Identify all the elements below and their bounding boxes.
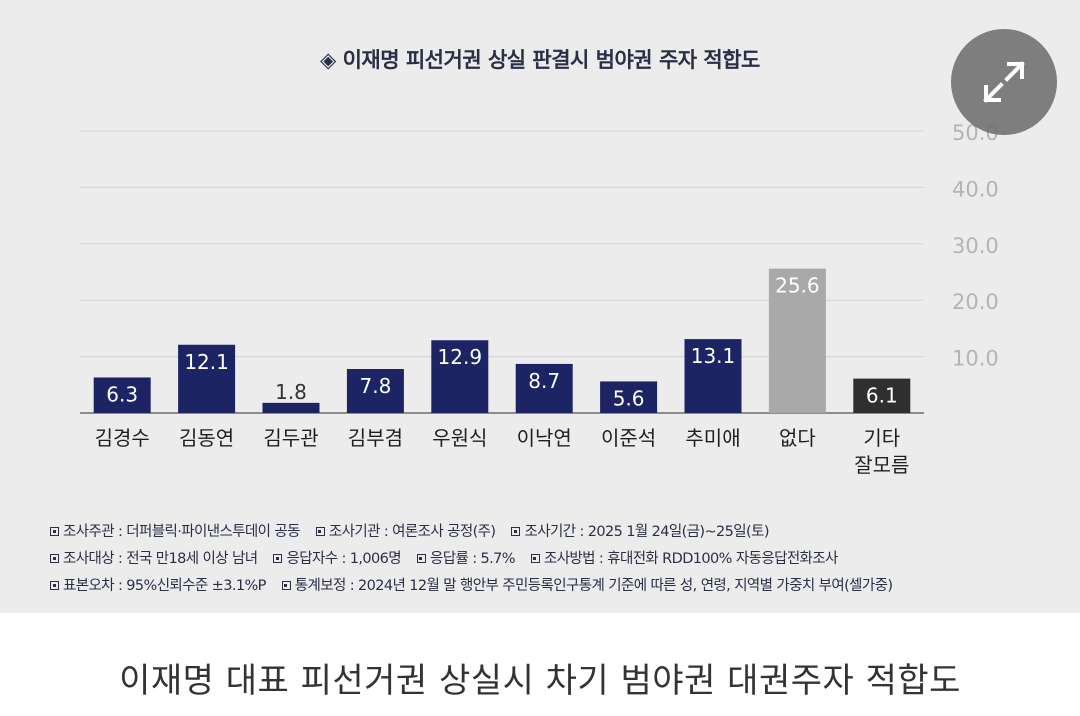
category-label: 김경수 bbox=[95, 426, 150, 450]
bar bbox=[600, 381, 658, 413]
square-bullet-icon bbox=[50, 581, 59, 590]
note-item: 조사기간 : 2025 1월 24일(금)~25일(토) bbox=[511, 519, 769, 546]
y-tick-label: 40.0 bbox=[952, 177, 999, 201]
square-bullet-icon bbox=[50, 554, 59, 563]
bar-chart: 10.020.030.040.050.06.3김경수12.1김동연1.8김두관7… bbox=[80, 121, 999, 477]
bar bbox=[853, 378, 911, 413]
data-label: 13.1 bbox=[691, 344, 736, 368]
note-item: 통계보정 : 2024년 12월 말 행안부 주민등록인구통계 기준에 따른 성… bbox=[281, 573, 893, 600]
note-text: 조사기간 : 2025 1월 24일(금)~25일(토) bbox=[524, 524, 769, 540]
category-label: 기타 잘모름 bbox=[854, 426, 909, 477]
square-bullet-icon bbox=[416, 554, 426, 563]
note-row: 조사주관 : 더퍼블릭·파이낸스투데이 공동 조사기관 : 여론조사 공정(주) 조… bbox=[50, 519, 1060, 546]
bar bbox=[178, 344, 236, 413]
note-item: 응답률 : 5.7% bbox=[416, 546, 516, 573]
y-tick-label: 10.0 bbox=[952, 347, 999, 371]
square-bullet-icon bbox=[315, 527, 325, 536]
note-text: 조사주관 : 더퍼블릭·파이낸스투데이 공동 bbox=[63, 524, 301, 540]
expand-button[interactable] bbox=[951, 29, 1057, 135]
note-text: 조사대상 : 전국 만18세 이상 남녀 bbox=[63, 551, 258, 567]
bar bbox=[346, 369, 404, 413]
y-tick-label: 30.0 bbox=[952, 234, 999, 258]
bar bbox=[515, 363, 573, 413]
note-row: 조사대상 : 전국 만18세 이상 남녀 응답자수 : 1,006명 응답률 : 5… bbox=[50, 546, 1060, 573]
note-item: 표본오차 : 95%신뢰수준 ±3.1%P bbox=[50, 573, 266, 600]
data-label: 12.1 bbox=[184, 350, 229, 374]
category-label: 김두관 bbox=[263, 426, 318, 450]
bar bbox=[684, 339, 742, 413]
category-label: 이준석 bbox=[601, 426, 656, 450]
category-label: 없다 bbox=[779, 426, 816, 450]
data-label: 7.8 bbox=[359, 374, 391, 398]
note-item: 응답자수 : 1,006명 bbox=[273, 546, 402, 573]
note-item: 조사방법 : 휴대전화 RDD100% 자동응답전화조사 bbox=[530, 546, 838, 573]
square-bullet-icon bbox=[511, 527, 521, 536]
bar bbox=[93, 377, 151, 413]
category-label: 이낙연 bbox=[517, 426, 572, 450]
square-bullet-icon bbox=[50, 527, 59, 536]
category-label: 추미애 bbox=[685, 426, 740, 450]
note-item: 조사대상 : 전국 만18세 이상 남녀 bbox=[50, 546, 258, 573]
category-label: 김부겸 bbox=[348, 426, 403, 450]
square-bullet-icon bbox=[273, 554, 283, 563]
bar bbox=[262, 402, 320, 413]
note-text: 표본오차 : 95%신뢰수준 ±3.1%P bbox=[63, 578, 266, 594]
note-text: 통계보정 : 2024년 12월 말 행안부 주민등록인구통계 기준에 따른 성… bbox=[294, 578, 893, 594]
data-label: 6.1 bbox=[866, 384, 898, 408]
data-label: 12.9 bbox=[438, 345, 483, 369]
category-label: 우원식 bbox=[432, 426, 487, 450]
bar bbox=[431, 340, 489, 413]
note-text: 조사기관 : 여론조사 공정(주) bbox=[328, 524, 496, 540]
note-row: 표본오차 : 95%신뢰수준 ±3.1%P 통계보정 : 2024년 12월 말 … bbox=[50, 573, 1060, 600]
data-label: 5.6 bbox=[613, 386, 645, 410]
note-item: 조사주관 : 더퍼블릭·파이낸스투데이 공동 bbox=[50, 519, 301, 546]
chart-panel: ◈ 이재명 피선거권 상실 판결시 범야권 주자 적합도 10.0 20.0 30.… bbox=[0, 0, 1080, 613]
note-text: 조사방법 : 휴대전화 RDD100% 자동응답전화조사 bbox=[543, 551, 838, 567]
square-bullet-icon bbox=[530, 554, 540, 563]
note-item: 조사기관 : 여론조사 공정(주) bbox=[315, 519, 496, 546]
data-label: 8.7 bbox=[528, 369, 560, 393]
note-text: 응답률 : 5.7% bbox=[429, 551, 516, 567]
square-bullet-icon bbox=[281, 581, 291, 590]
survey-notes: 조사주관 : 더퍼블릭·파이낸스투데이 공동 조사기관 : 여론조사 공정(주) 조… bbox=[50, 519, 1060, 600]
y-tick-label: 20.0 bbox=[952, 290, 999, 314]
data-label: 25.6 bbox=[775, 274, 820, 298]
category-label: 김동연 bbox=[179, 426, 234, 450]
data-label: 1.8 bbox=[275, 380, 307, 404]
image-caption: 이재명 대표 피선거권 상실시 차기 범야권 대권주자 적합도 bbox=[119, 661, 961, 701]
bar bbox=[768, 268, 826, 413]
expand-arrows-icon bbox=[983, 61, 1025, 103]
note-text: 응답자수 : 1,006명 bbox=[286, 551, 401, 567]
chart-title: ◈ 이재명 피선거권 상실 판결시 범야권 주자 적합도 bbox=[320, 48, 760, 72]
data-label: 6.3 bbox=[106, 382, 138, 406]
